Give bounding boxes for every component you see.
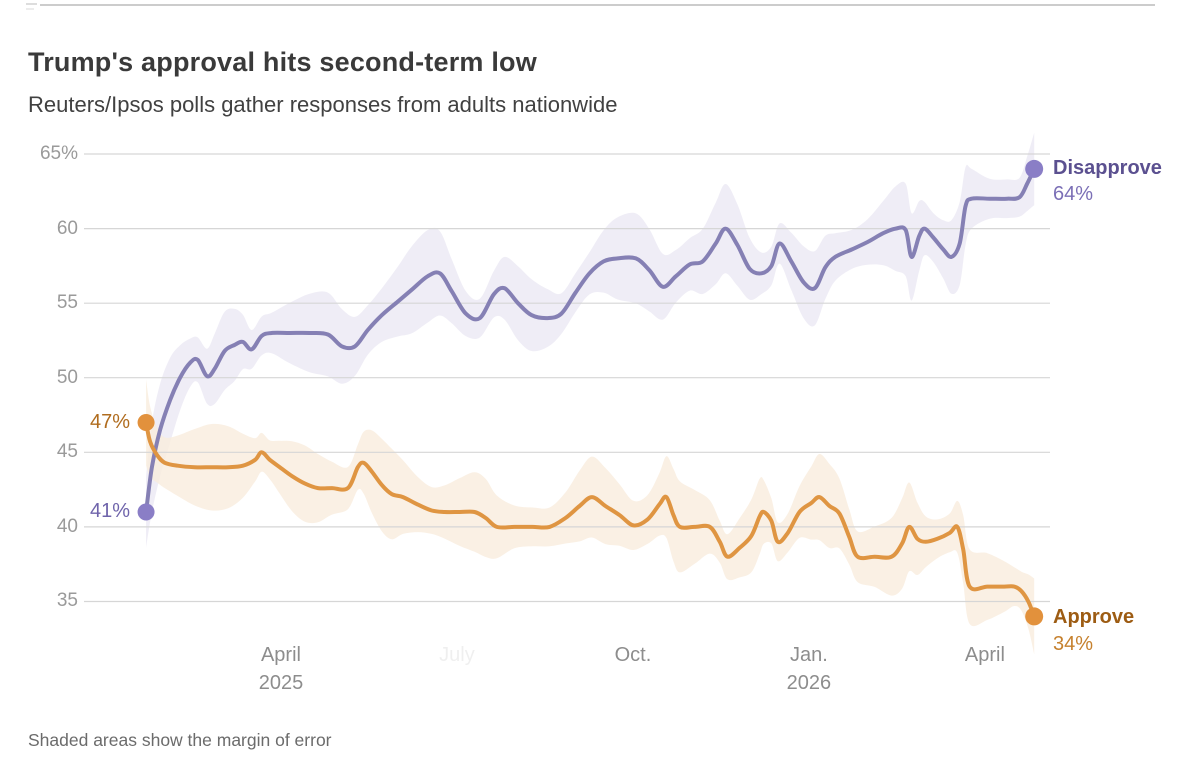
x-tick-label-july: July	[439, 644, 475, 666]
x-tick-sublabel-2026: 2026	[786, 672, 832, 694]
disapprove-series-label: Disapprove	[1053, 157, 1162, 179]
y-tick-label-45: 45	[56, 441, 78, 463]
chart-subtitle: Reuters/Ipsos polls gather responses fro…	[28, 92, 618, 117]
approve-line	[144, 420, 1037, 619]
disapprove-end-value-label: 64%	[1053, 183, 1094, 205]
x-tick-label-april: April	[260, 644, 301, 666]
x-tick-label-april: April	[964, 644, 1005, 666]
disapprove-end-dot	[1025, 159, 1044, 178]
approve-end-value-label: 34%	[1053, 633, 1094, 655]
top-divider-dash-small	[26, 8, 34, 10]
disapprove-start-dot	[137, 503, 155, 521]
disapprove-moe-band	[146, 132, 1035, 548]
approve-start-dot	[137, 413, 155, 431]
chart-title: Trump's approval hits second-term low	[28, 47, 537, 77]
approve-start-value-label: 47%	[89, 411, 130, 433]
approve-series-label: Approve	[1053, 606, 1135, 628]
x-tick-label-oct: Oct.	[614, 644, 652, 666]
approve-end-dot	[1025, 607, 1044, 626]
y-tick-label-60: 60	[56, 217, 78, 239]
approve-moe-band	[146, 379, 1035, 655]
top-divider-dash	[26, 3, 37, 5]
y-tick-label-40: 40	[56, 515, 78, 537]
y-tick-label-50: 50	[56, 366, 78, 388]
top-divider-rule	[40, 4, 1155, 6]
y-tick-label-65: 65%	[39, 143, 78, 164]
y-tick-label-35: 35	[56, 590, 78, 612]
disapprove-line	[144, 166, 1037, 514]
margin-of-error-footnote: Shaded areas show the margin of error	[28, 730, 332, 750]
y-tick-label-55: 55	[56, 292, 78, 314]
x-tick-sublabel-2025: 2025	[258, 672, 304, 694]
disapprove-start-value-label: 41%	[89, 500, 130, 522]
x-tick-label-jan: Jan.	[790, 644, 828, 666]
